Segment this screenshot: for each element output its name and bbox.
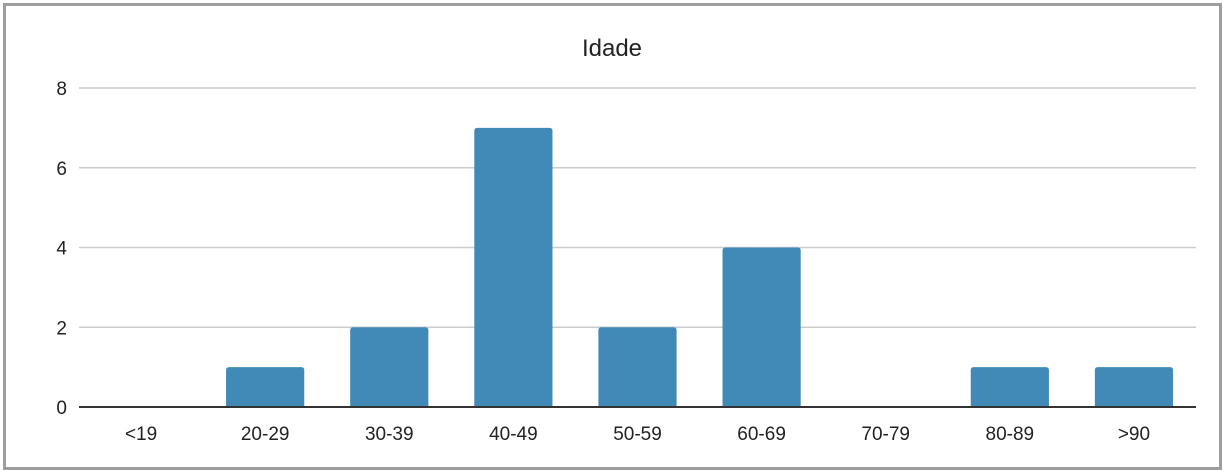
x-tick-label: 70-79 bbox=[861, 424, 910, 445]
chart-title: Idade bbox=[582, 35, 642, 62]
x-tick-label: 50-59 bbox=[613, 424, 662, 445]
x-tick-label: 30-39 bbox=[365, 424, 414, 445]
y-tick-label: 4 bbox=[56, 239, 67, 260]
x-tick-label: 40-49 bbox=[489, 424, 538, 445]
bar bbox=[722, 247, 801, 407]
y-tick-label: 0 bbox=[56, 398, 67, 419]
bar bbox=[226, 367, 305, 407]
x-tick-label: 60-69 bbox=[737, 424, 786, 445]
bar bbox=[970, 367, 1049, 407]
gridlines bbox=[79, 87, 1196, 328]
bar-chart: Idade 0 2 4 6 8 <19 20-29 30-39 40-49 50-59 60-69… bbox=[56, 35, 1196, 445]
x-tick-label: <19 bbox=[125, 424, 157, 445]
chart-frame: Idade 0 2 4 6 8 <19 20-29 30-39 40-49 50-59 60-69… bbox=[3, 3, 1222, 470]
bar bbox=[598, 327, 677, 407]
x-tick-label: 20-29 bbox=[241, 424, 290, 445]
bars bbox=[226, 127, 1174, 407]
y-tick-label: 2 bbox=[56, 318, 67, 339]
bar bbox=[1094, 367, 1174, 407]
bar bbox=[474, 127, 553, 407]
bar bbox=[350, 327, 429, 407]
y-tick-label: 6 bbox=[56, 159, 67, 180]
y-axis-ticks: 0 2 4 6 8 bbox=[56, 79, 67, 419]
x-axis-ticks: <19 20-29 30-39 40-49 50-59 60-69 70-79 80-89 >9… bbox=[125, 424, 1150, 445]
x-tick-label: >90 bbox=[1118, 424, 1150, 445]
x-tick-label: 80-89 bbox=[986, 424, 1035, 445]
y-tick-label: 8 bbox=[56, 79, 67, 100]
